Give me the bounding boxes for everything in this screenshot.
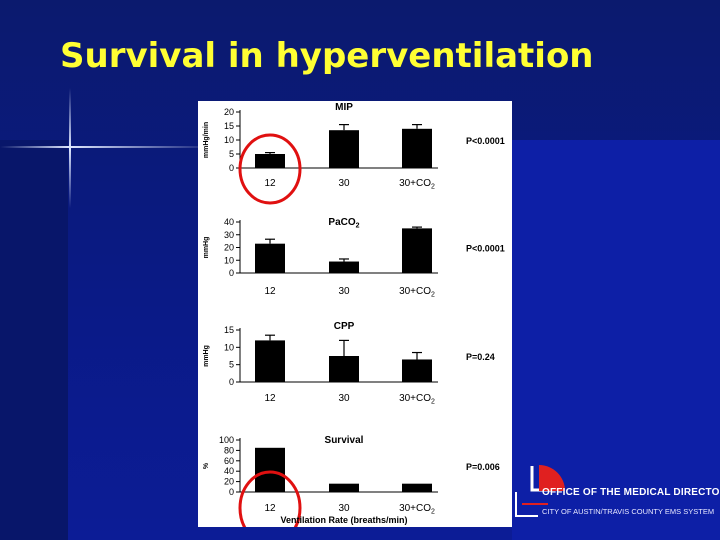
category-label: 30	[338, 503, 350, 514]
x-axis-label: Ventilation Rate (breaths/min)	[280, 515, 407, 525]
y-tick-label: 80	[224, 445, 234, 455]
logo-red-quadrant	[539, 465, 565, 491]
chart-svg: 0 5 10 15 20 mmHg/min MIP 12 30 30+CO2 P<0.0001 0 10…	[203, 102, 505, 527]
category-label: 30+CO2	[399, 286, 435, 299]
p-value-label: P=0.006	[466, 462, 500, 472]
y-tick-label: 15	[224, 325, 234, 335]
y-tick-label: 60	[224, 456, 234, 466]
category-label: 30	[338, 393, 350, 404]
panel-title: MIP	[335, 102, 353, 113]
logo-white-bracket	[515, 492, 538, 517]
y-tick-label: 20	[224, 107, 234, 117]
bar	[255, 243, 285, 273]
y-tick-label: 15	[224, 121, 234, 131]
p-value-label: P<0.0001	[466, 136, 505, 146]
y-tick-label: 40	[224, 217, 234, 227]
y-tick-label: 0	[229, 377, 234, 387]
y-tick-label: 0	[229, 487, 234, 497]
y-tick-label: 5	[229, 360, 234, 370]
panel-title: CPP	[334, 321, 355, 332]
y-tick-label: 10	[224, 135, 234, 145]
bar	[255, 447, 285, 492]
bar	[402, 483, 432, 492]
bar	[255, 340, 285, 382]
y-tick-label: 40	[224, 466, 234, 476]
logo-sub-text: City of Austin/Travis County EMS System	[542, 507, 715, 516]
sparkle-vertical-ray	[69, 88, 71, 208]
category-label: 12	[264, 286, 276, 297]
y-tick-label: 30	[224, 230, 234, 240]
category-label: 30	[338, 178, 350, 189]
background-left-strip	[0, 140, 68, 540]
bar	[255, 154, 285, 168]
y-tick-label: 5	[229, 149, 234, 159]
slide-title: Survival in hyperventilation	[60, 36, 594, 76]
highlight-circle	[238, 470, 302, 527]
panel-title: Survival	[325, 435, 364, 446]
category-label: 12	[264, 393, 276, 404]
omd-logo-mark	[515, 465, 565, 517]
highlight-circle	[238, 133, 302, 205]
logo-main-text: Office of the Medical Director	[542, 487, 720, 498]
y-tick-label: 10	[224, 342, 234, 352]
bar	[329, 130, 359, 168]
bar	[329, 483, 359, 492]
panel-title: PaCO2	[328, 217, 359, 230]
category-label: 30+CO2	[399, 503, 435, 516]
y-tick-label: 0	[229, 163, 234, 173]
category-label: 12	[264, 503, 276, 514]
y-axis-label: mmHg	[203, 345, 210, 367]
p-value-label: P<0.0001	[466, 244, 505, 254]
bar	[329, 356, 359, 382]
chart-figure: 0 5 10 15 20 mmHg/min MIP 12 30 30+CO2 P<0.0001 0 10…	[198, 101, 512, 527]
y-tick-label: 10	[224, 255, 234, 265]
category-label: 30+CO2	[399, 178, 435, 191]
y-tick-label: 20	[224, 243, 234, 253]
sparkle-horizontal-ray	[0, 146, 200, 148]
bar	[402, 228, 432, 273]
y-axis-label: %	[203, 462, 210, 469]
category-label: 30	[338, 286, 350, 297]
p-value-label: P=0.24	[466, 352, 495, 362]
bar	[402, 359, 432, 382]
bar	[329, 261, 359, 273]
y-tick-label: 20	[224, 477, 234, 487]
category-label: 12	[264, 178, 276, 189]
y-tick-label: 0	[229, 268, 234, 278]
omd-logo: Office of the Medical Director City of A…	[512, 462, 720, 526]
category-label: 30+CO2	[399, 393, 435, 406]
bar	[402, 128, 432, 168]
y-tick-label: 100	[219, 435, 234, 445]
y-axis-label: mmHg	[203, 237, 210, 259]
y-axis-label: mmHg/min	[203, 122, 210, 158]
